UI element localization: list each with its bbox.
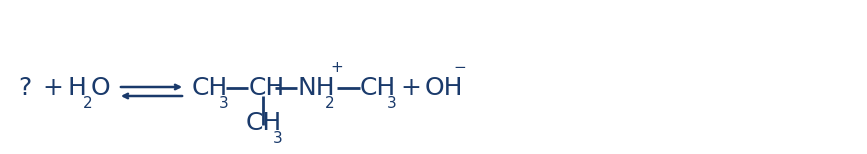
Text: 3: 3 [273,131,283,146]
Text: −: − [453,60,466,75]
Text: +: + [400,76,420,100]
Text: O: O [91,76,111,100]
Text: NH: NH [298,76,336,100]
Text: 3: 3 [387,96,397,111]
Text: ?: ? [18,76,31,100]
Text: +: + [330,60,342,75]
Text: CH: CH [249,76,285,100]
Text: +: + [42,76,63,100]
Text: 2: 2 [325,96,335,111]
Text: OH: OH [425,76,464,100]
Text: H: H [68,76,87,100]
Text: CH: CH [192,76,228,100]
Text: 3: 3 [219,96,229,111]
Text: 2: 2 [83,96,93,111]
Text: CH: CH [246,111,283,135]
Text: CH: CH [360,76,396,100]
